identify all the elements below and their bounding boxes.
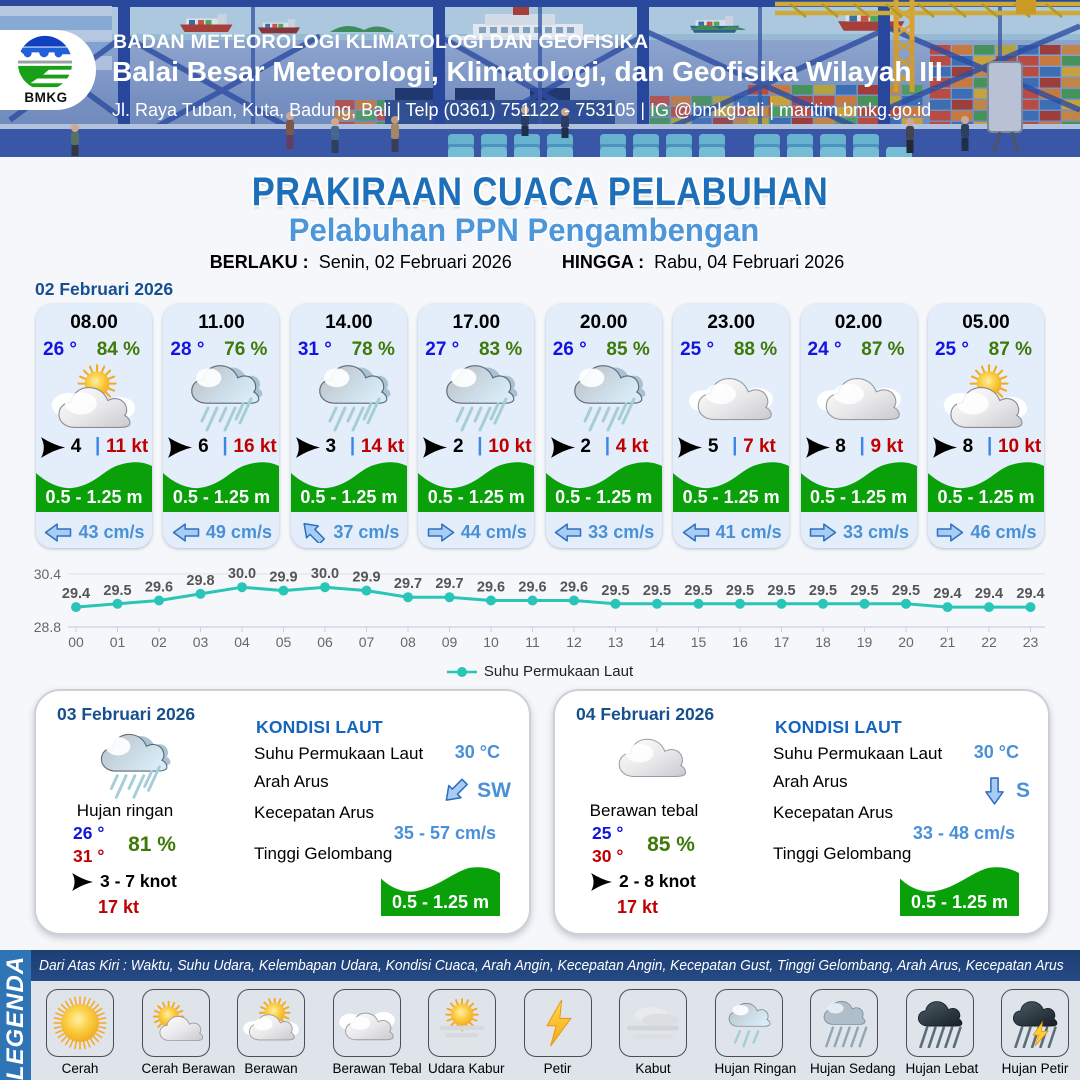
svg-text:29.6: 29.6 bbox=[560, 580, 588, 596]
svg-text:17: 17 bbox=[774, 634, 790, 650]
svg-text:29.5: 29.5 bbox=[809, 583, 837, 599]
svg-text:23: 23 bbox=[1023, 634, 1039, 650]
svg-text:29.5: 29.5 bbox=[601, 583, 629, 599]
svg-text:22: 22 bbox=[981, 634, 997, 650]
svg-text:30.0: 30.0 bbox=[228, 566, 256, 582]
svg-text:15: 15 bbox=[691, 634, 707, 650]
svg-text:29.7: 29.7 bbox=[394, 576, 422, 592]
svg-text:29.5: 29.5 bbox=[767, 583, 795, 599]
svg-text:12: 12 bbox=[566, 634, 582, 650]
svg-text:29.7: 29.7 bbox=[435, 576, 463, 592]
svg-text:01: 01 bbox=[110, 634, 126, 650]
svg-text:29.5: 29.5 bbox=[850, 583, 878, 599]
svg-text:29.6: 29.6 bbox=[518, 580, 546, 596]
svg-text:29.5: 29.5 bbox=[726, 583, 754, 599]
svg-text:10: 10 bbox=[483, 634, 499, 650]
svg-text:29.5: 29.5 bbox=[684, 583, 712, 599]
svg-text:07: 07 bbox=[359, 634, 375, 650]
svg-text:29.9: 29.9 bbox=[352, 570, 380, 586]
svg-text:08: 08 bbox=[400, 634, 416, 650]
svg-text:28.8: 28.8 bbox=[34, 619, 61, 635]
svg-text:20: 20 bbox=[898, 634, 914, 650]
svg-text:29.6: 29.6 bbox=[145, 580, 173, 596]
svg-text:29.8: 29.8 bbox=[186, 573, 214, 589]
svg-text:29.4: 29.4 bbox=[62, 586, 90, 602]
svg-text:21: 21 bbox=[940, 634, 956, 650]
svg-text:30.4: 30.4 bbox=[34, 566, 61, 582]
svg-text:29.4: 29.4 bbox=[1016, 586, 1044, 602]
svg-text:02: 02 bbox=[151, 634, 167, 650]
svg-text:11: 11 bbox=[525, 634, 540, 650]
svg-text:29.4: 29.4 bbox=[975, 586, 1003, 602]
svg-text:00: 00 bbox=[68, 634, 84, 650]
svg-text:19: 19 bbox=[857, 634, 873, 650]
svg-text:04: 04 bbox=[234, 634, 250, 650]
svg-text:29.4: 29.4 bbox=[933, 586, 961, 602]
svg-text:18: 18 bbox=[815, 634, 831, 650]
svg-text:06: 06 bbox=[317, 634, 333, 650]
svg-text:14: 14 bbox=[649, 634, 665, 650]
svg-text:29.6: 29.6 bbox=[477, 580, 505, 596]
svg-text:30.0: 30.0 bbox=[311, 566, 339, 582]
svg-text:29.9: 29.9 bbox=[269, 570, 297, 586]
svg-text:29.5: 29.5 bbox=[643, 583, 671, 599]
svg-text:13: 13 bbox=[608, 634, 624, 650]
svg-text:05: 05 bbox=[276, 634, 292, 650]
svg-text:09: 09 bbox=[442, 634, 458, 650]
svg-text:29.5: 29.5 bbox=[892, 583, 920, 599]
svg-text:16: 16 bbox=[732, 634, 748, 650]
svg-text:03: 03 bbox=[193, 634, 209, 650]
svg-text:29.5: 29.5 bbox=[103, 583, 131, 599]
